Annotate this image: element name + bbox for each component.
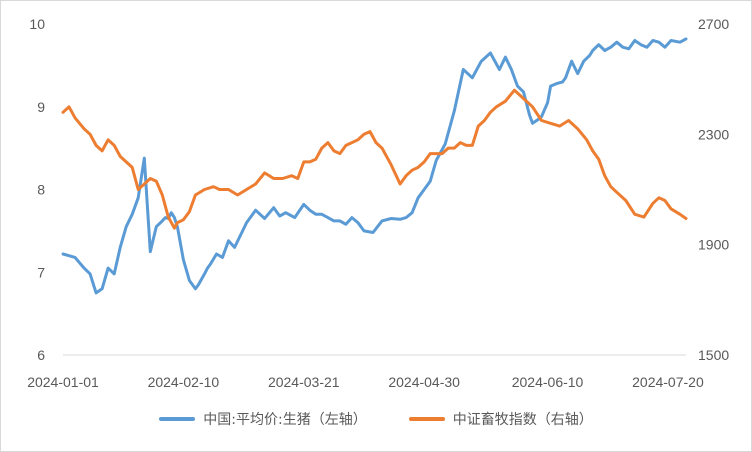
legend: 中国:平均价:生猪（左轴） 中证畜牧指数（右轴） [1,406,751,432]
legend-label-livestock-index: 中证畜牧指数（右轴） [452,412,593,428]
x-tick-label: 2024-01-01 [27,374,99,390]
right-y-tick-label: 2300 [698,126,729,142]
right-y-tick-label: 1900 [698,237,729,253]
series-line-livestock-index [61,88,688,230]
x-tick-label: 2024-02-10 [148,374,220,390]
legend-swatch-livestock-index [408,417,445,421]
x-tick-label: 2024-06-10 [512,374,584,390]
right-y-axis: 1500 1900 2300 2700 [698,16,729,363]
x-tick-label: 2024-07-20 [632,374,704,390]
left-y-tick-label: 7 [37,264,45,280]
right-y-tick-label: 1500 [698,347,729,363]
legend-item-pig-price: 中国:平均价:生猪（左轴） [159,409,367,429]
legend-item-livestock-index: 中证畜牧指数（右轴） [408,409,593,429]
series-line-pig-price [61,37,688,295]
left-y-tick-label: 6 [37,347,45,363]
legend-label-pig-price: 中国:平均价:生猪（左轴） [203,412,367,428]
x-tick-label: 2024-03-21 [268,374,340,390]
left-y-tick-label: 8 [37,182,45,198]
legend-swatch-pig-price [159,417,196,421]
x-axis: 2024-01-01 2024-02-10 2024-03-21 2024-04-30… [27,374,704,390]
left-y-tick-label: 9 [37,99,45,115]
left-y-tick-label: 10 [29,16,45,32]
right-y-tick-label: 2700 [698,16,729,32]
left-y-axis: 6 7 8 9 10 [29,16,45,363]
x-tick-label: 2024-04-30 [388,374,460,390]
series-layer [61,37,688,295]
